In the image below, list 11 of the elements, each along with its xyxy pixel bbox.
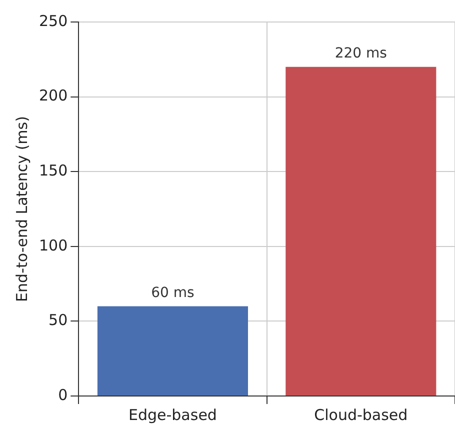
x-tick-label: Cloud-based (314, 406, 408, 424)
y-tick-label: 0 (58, 386, 68, 404)
data-label: 220 ms (334, 46, 387, 62)
y-tick-label: 100 (38, 236, 68, 254)
x-tick-label: Edge-based (128, 406, 217, 424)
y-tick-label: 200 (38, 86, 68, 105)
y-tick-label: 150 (38, 161, 68, 180)
y-tick-label: 250 (38, 12, 68, 30)
data-label: 60 ms (151, 284, 194, 301)
y-tick-label: 50 (48, 311, 68, 330)
y-axis-title: End-to-end Latency (ms) (12, 116, 31, 302)
